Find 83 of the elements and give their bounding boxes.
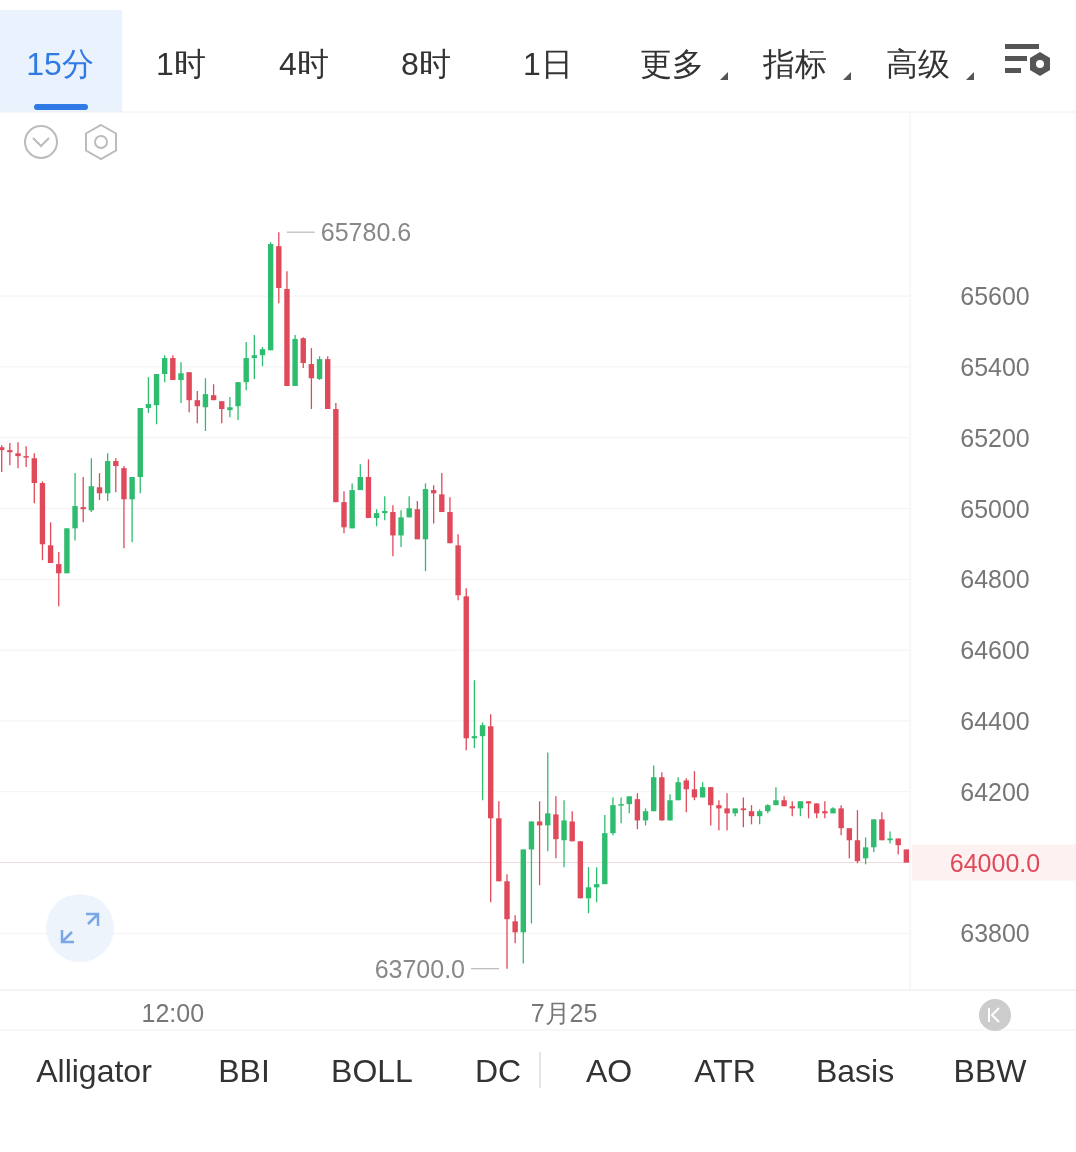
candlestick <box>15 441 21 469</box>
text: BBI <box>218 1053 270 1089</box>
annotation: 65780.6 <box>320 218 412 247</box>
candlestick <box>536 800 543 886</box>
y-tick-label: 65000 <box>960 494 1030 523</box>
candlestick <box>7 442 13 466</box>
annotation: 63700.0 <box>374 954 465 983</box>
candlestick <box>390 504 396 557</box>
candlestick <box>585 866 592 914</box>
text: 8时 <box>401 46 451 82</box>
candlestick <box>724 792 730 831</box>
candlestick <box>683 777 689 813</box>
candlestick <box>219 400 225 424</box>
candlestick <box>667 793 673 822</box>
text: Alligator <box>36 1053 153 1089</box>
candlestick <box>23 445 29 468</box>
candlestick <box>838 804 844 836</box>
x-tick-label: 12:00 <box>141 999 205 1027</box>
text: 15分 <box>26 46 94 82</box>
text: ATR <box>694 1053 756 1089</box>
candlestick <box>822 800 828 819</box>
candlestick <box>512 914 518 944</box>
y-tick-label: 65600 <box>960 282 1030 311</box>
x-tick-label: 7月25 <box>530 999 598 1027</box>
candlestick <box>259 346 266 367</box>
candlestick <box>716 799 722 831</box>
y-tick-label: 65400 <box>960 352 1030 381</box>
candlestick <box>96 472 103 501</box>
candlestick <box>178 361 184 404</box>
ref-line-label: 64000.0 <box>949 848 1041 877</box>
candlestick <box>846 827 852 859</box>
candlestick <box>251 334 258 380</box>
candlestick <box>634 792 641 830</box>
candlestick <box>56 551 62 607</box>
candlestick <box>129 476 135 543</box>
candlestick <box>170 354 176 381</box>
y-tick-label: 64200 <box>960 777 1030 806</box>
text: 4时 <box>279 46 329 82</box>
candlestick <box>740 796 747 828</box>
candlestick <box>708 786 714 827</box>
text: BBW <box>953 1053 1028 1089</box>
y-tick-label: 64600 <box>960 636 1030 665</box>
candlestick <box>618 796 624 824</box>
y-tick-label: 64400 <box>960 706 1030 735</box>
candlestick <box>113 457 119 493</box>
y-tick-label: 65200 <box>960 423 1030 452</box>
text: Basis <box>815 1053 895 1089</box>
candlestick <box>145 376 152 414</box>
candlestick <box>887 830 893 845</box>
text: 高级 <box>886 46 950 82</box>
candlestick <box>854 809 861 864</box>
candlestick <box>748 804 755 825</box>
candlestick <box>80 476 86 523</box>
candlestick <box>862 836 869 865</box>
candlestick <box>72 472 78 542</box>
candlestick <box>162 354 168 383</box>
text: BOLL <box>331 1053 413 1089</box>
candlestick <box>545 751 551 852</box>
candlestick <box>316 355 323 381</box>
y-tick-label: 64800 <box>960 565 1030 594</box>
candlestick <box>382 495 388 521</box>
candlestick <box>439 472 445 513</box>
candlestick <box>202 377 209 432</box>
candlestick <box>357 463 363 491</box>
text: DC <box>474 1053 522 1089</box>
text: 1日 <box>523 46 573 82</box>
candlestick <box>0 444 5 473</box>
candlestick <box>227 396 233 418</box>
y-tick-label: 63800 <box>960 919 1030 948</box>
text: 1时 <box>156 46 206 82</box>
candlestick <box>398 509 404 548</box>
candlestick <box>479 721 486 801</box>
candlestick <box>561 799 567 868</box>
text: 指标 <box>762 46 827 82</box>
candlestick <box>194 390 200 424</box>
candlestick <box>691 770 698 801</box>
text: 更多 <box>640 46 704 82</box>
candlestick <box>879 811 885 841</box>
candlestick <box>569 810 575 842</box>
candlestick <box>308 347 315 410</box>
text: AO <box>585 1053 633 1089</box>
candlestick <box>47 521 54 564</box>
candlestick <box>471 679 478 749</box>
